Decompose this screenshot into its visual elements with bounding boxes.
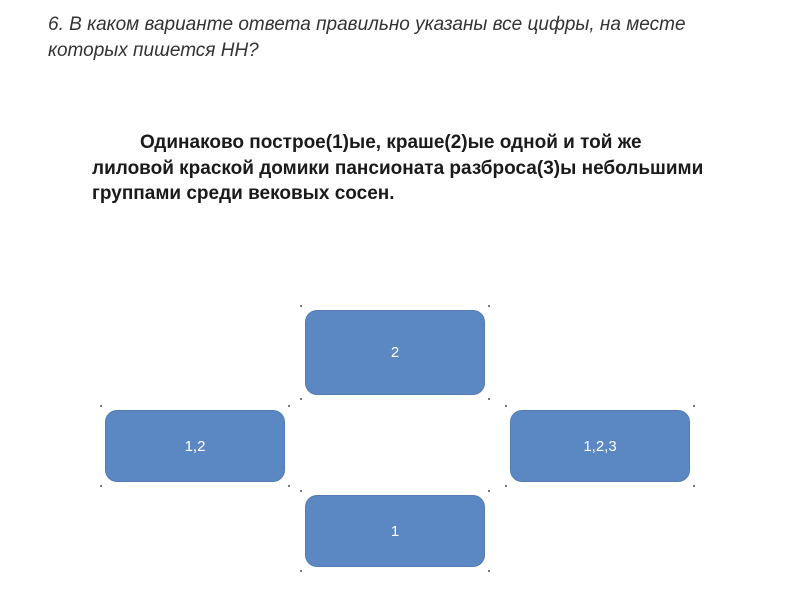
answer-option-right[interactable]: 1,2,3 xyxy=(510,410,690,482)
answer-label: 1,2 xyxy=(185,438,206,455)
handle-dot xyxy=(505,405,507,407)
question-text: В каком варианте ответа правильно указан… xyxy=(48,14,686,61)
handle-dot xyxy=(693,485,695,487)
answers-area: 2 1,2 1,2,3 1 xyxy=(0,310,800,580)
answer-option-bottom[interactable]: 1 xyxy=(305,495,485,567)
answer-option-left[interactable]: 1,2 xyxy=(105,410,285,482)
handle-dot xyxy=(300,305,302,307)
answer-label: 1 xyxy=(391,523,399,540)
handle-dot xyxy=(488,398,490,400)
handle-dot xyxy=(488,490,490,492)
handle-dot xyxy=(488,305,490,307)
handle-dot xyxy=(693,405,695,407)
answer-label: 1,2,3 xyxy=(583,438,616,455)
answer-option-top[interactable]: 2 xyxy=(305,310,485,395)
handle-dot xyxy=(300,570,302,572)
handle-dot xyxy=(288,485,290,487)
sentence-text: Одинаково построе(1)ые, краше(2)ые одной… xyxy=(92,130,712,207)
handle-dot xyxy=(505,485,507,487)
question-number: 6. xyxy=(48,14,64,35)
answer-label: 2 xyxy=(391,344,399,361)
handle-dot xyxy=(488,570,490,572)
handle-dot xyxy=(100,405,102,407)
question-block: 6. В каком варианте ответа правильно ука… xyxy=(48,12,748,63)
handle-dot xyxy=(288,405,290,407)
handle-dot xyxy=(300,490,302,492)
handle-dot xyxy=(100,485,102,487)
handle-dot xyxy=(300,398,302,400)
